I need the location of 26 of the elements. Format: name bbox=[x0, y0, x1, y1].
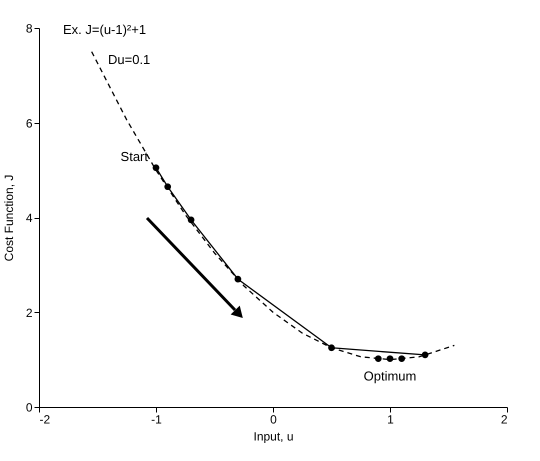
annotation: Du=0.1 bbox=[108, 52, 150, 67]
annotation: Ex. J=(u-1)²+1 bbox=[63, 22, 146, 37]
point bbox=[386, 355, 394, 362]
point bbox=[398, 355, 406, 362]
x-tick-label: 0 bbox=[270, 412, 278, 426]
point bbox=[328, 344, 335, 352]
point bbox=[188, 216, 194, 224]
y-axis-title: Cost Function, J bbox=[2, 174, 16, 262]
x-axis-title: Input, u bbox=[253, 430, 294, 444]
y-tick-label: 8 bbox=[26, 22, 33, 36]
x-tick-label: -1 bbox=[151, 412, 162, 426]
y-tick-label: 2 bbox=[26, 306, 33, 320]
annotation: Start bbox=[120, 148, 148, 164]
x-tick-label: 2 bbox=[500, 412, 508, 426]
point bbox=[234, 276, 242, 282]
point bbox=[152, 164, 160, 172]
point bbox=[374, 355, 382, 362]
x-tick-label: -2 bbox=[40, 412, 50, 426]
point bbox=[164, 183, 172, 190]
x-tick-label: 1 bbox=[387, 412, 394, 426]
y-tick-label: 4 bbox=[26, 211, 33, 225]
annotation: Optimum bbox=[364, 368, 416, 384]
y-tick-label: 6 bbox=[26, 116, 33, 130]
line-series bbox=[91, 51, 455, 360]
y-tick-label: 0 bbox=[26, 400, 33, 414]
point bbox=[422, 352, 428, 358]
